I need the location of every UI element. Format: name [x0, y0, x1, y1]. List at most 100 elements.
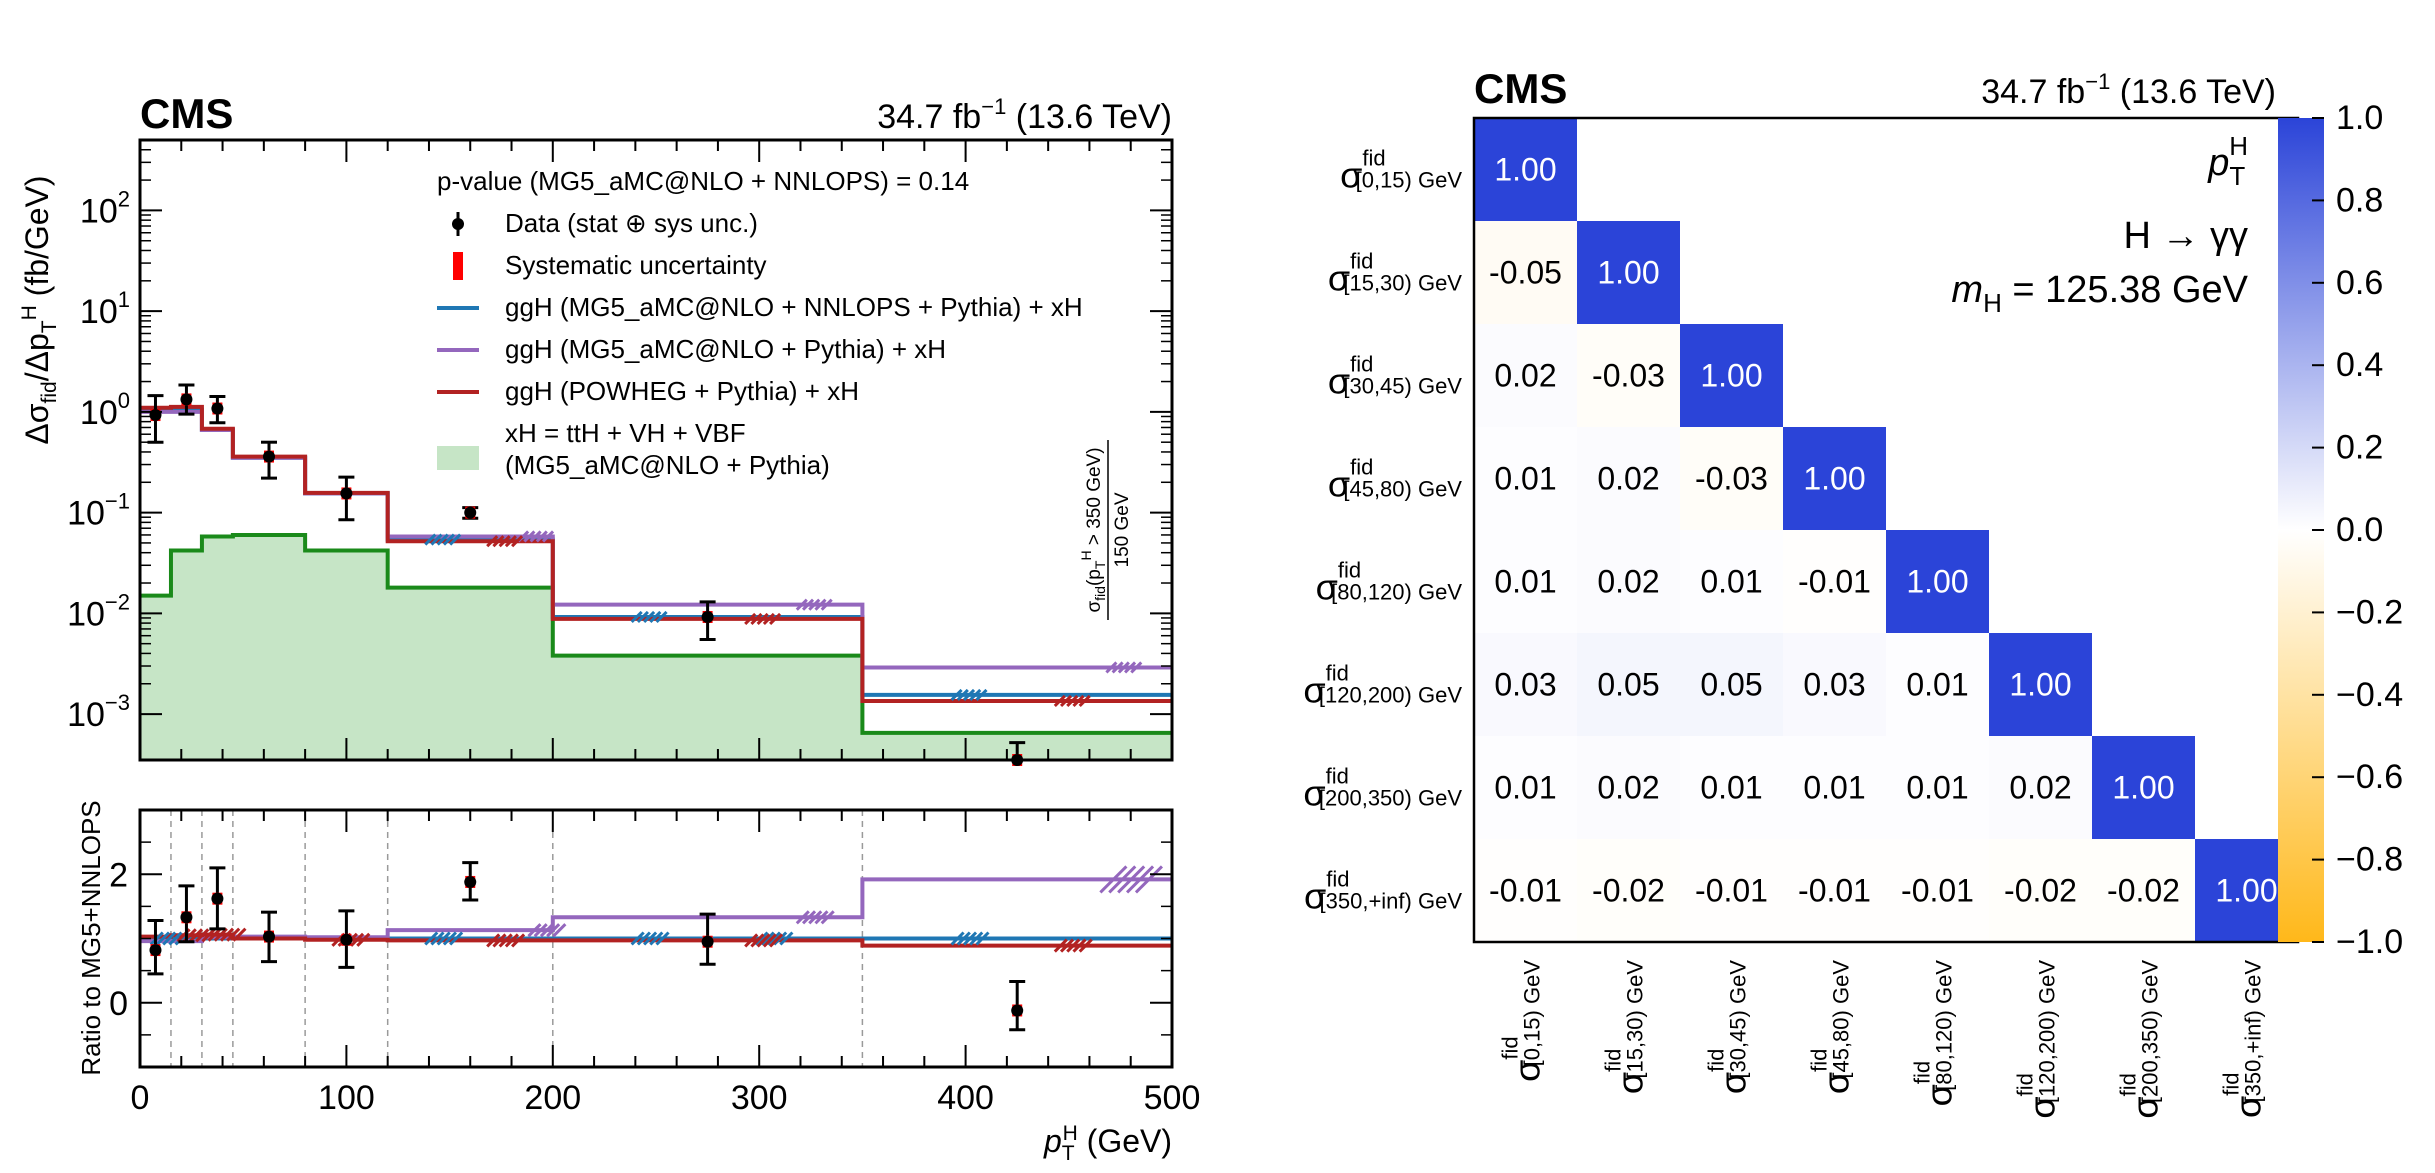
x-tick-label: 300 [731, 1079, 788, 1117]
cell-value: 1.00 [2112, 770, 2174, 806]
matrix-cell: 0.02 [1577, 736, 1680, 839]
data-point [261, 440, 277, 480]
cell-value: 0.03 [1803, 667, 1865, 703]
row-label: σfid [80,120) GeV [1316, 558, 1463, 608]
uncertainty-hatch [486, 933, 526, 948]
column-label: σfid[0,15) GeV [1498, 960, 1548, 1082]
ratio-data-point [1009, 980, 1026, 1032]
uncertainty-hatch [517, 530, 555, 543]
cell-fill [1577, 530, 1680, 633]
uncertainty-hatch [486, 535, 524, 548]
data-marker [180, 393, 193, 406]
uncertainty-hatch [424, 533, 462, 546]
matrix-cell: 1.00 [1783, 427, 1886, 530]
matrix-cell: 0.02 [1577, 530, 1680, 633]
plot-frame [138, 138, 1174, 762]
row-labels: σfid [0,15) GeV σfid [15,30) GeV σfid [30,45)… [1303, 146, 1462, 917]
legend-label: ggH (MG5_aMC@NLO + NNLOPS + Pythia) + xH [505, 292, 1083, 322]
cell-value: 0.02 [1597, 770, 1659, 806]
cell-fill [1680, 324, 1783, 427]
matrix-cell: 1.00 [1680, 324, 1783, 427]
cell-value: 0.01 [1906, 667, 1968, 703]
colorbar-tick-label: −1.0 [2336, 923, 2403, 961]
cms-label: CMS [1474, 65, 1567, 112]
cell-fill [1886, 736, 1989, 839]
colorbar-tick-label: −0.6 [2336, 758, 2403, 796]
ratio-y-axis-label: Ratio to MG5+NNLOPS [76, 800, 106, 1075]
matrix-cell: -0.01 [1886, 839, 1989, 942]
matrix-cell: 0.02 [1577, 427, 1680, 530]
column-label: σfid[350,+inf) GeV [2219, 960, 2269, 1118]
ratio-data-point [209, 866, 226, 931]
row-label: σfid [200,350) GeV [1303, 764, 1462, 814]
uncertainty-hatch [795, 910, 835, 925]
colorbar-tick-label: 0.8 [2336, 181, 2383, 219]
colorbar-tick-label: −0.2 [2336, 593, 2403, 631]
cell-value: 0.02 [1597, 564, 1659, 600]
column-label: σfid[80,120) GeV [1910, 960, 1960, 1107]
legend-entry: ggH (MG5_aMC@NLO + NNLOPS + Pythia) + xH [437, 292, 1083, 322]
data-marker [263, 450, 275, 463]
cell-value: -0.03 [1592, 358, 1665, 394]
matrix-cell: 0.01 [1680, 530, 1783, 633]
uncertainty-hatch [950, 688, 988, 701]
matrix-cell: 1.00 [1886, 530, 1989, 633]
column-label-text: σfid[200,350) GeV [2116, 960, 2166, 1119]
cell-value: 0.01 [1494, 461, 1556, 497]
cell-fill [1474, 118, 1577, 221]
cell-value: 1.00 [1494, 152, 1556, 188]
overflow-fraction: σfid(pTH > 350 GeV) 150 GeV [1078, 440, 1133, 620]
cell-value: 1.00 [1803, 461, 1865, 497]
legend-entry: Systematic uncertainty [453, 250, 767, 280]
uncertainty-hatch [207, 927, 247, 942]
cell-value: -0.01 [1489, 873, 1562, 909]
cell-fill [1474, 427, 1577, 530]
data-point [699, 600, 716, 641]
row-label: σfid [0,15) GeV [1340, 146, 1462, 196]
cell-fill [1577, 221, 1680, 324]
matrix-cell: 1.00 [1474, 118, 1577, 221]
colorbar-tick-label: 0.2 [2336, 429, 2383, 467]
cell-fill [1783, 839, 1886, 942]
cell-value: 1.00 [1597, 255, 1659, 291]
legend-label: xH = ttH + VH + VBF [505, 418, 746, 448]
data-point [462, 506, 479, 520]
xh-line [140, 532, 1172, 735]
cell-fill [1577, 633, 1680, 736]
data-marker [263, 930, 275, 943]
uncertainty-hatch [744, 933, 784, 948]
ratio-panel: 0 2 0 100 200 300 400 500 pTH (GeV) Ratio to MG… [76, 800, 1200, 1165]
data-marker [340, 487, 353, 500]
matrix-cell: 0.01 [1680, 736, 1783, 839]
matrix-cell: 0.01 [1474, 427, 1577, 530]
spectrum-main-panel: CMS 34.7 fb−1 (13.6 TeV) 102 101 100 10−1 10… [18, 90, 1174, 766]
cell-value: -0.03 [1695, 461, 1768, 497]
matrix-cell: -0.01 [1783, 839, 1886, 942]
y-axis-label-text: Δσfid/ΔpTH (fb/GeV) [18, 175, 61, 444]
uncertainty-hatch [630, 931, 670, 946]
overflow-denominator: 150 GeV [1112, 492, 1133, 567]
matrix-cell: 0.01 [1474, 736, 1577, 839]
data-marker [149, 409, 162, 422]
uncertainty-hatch [1105, 661, 1143, 674]
x-tick-label: 0 [131, 1079, 150, 1117]
ratio-data-point [338, 909, 355, 969]
data-point [338, 475, 355, 522]
luminosity-label: 34.7 fb−1 (13.6 TeV) [877, 94, 1172, 136]
matrix-cell: -0.03 [1577, 324, 1680, 427]
uncertainty-hatch [1053, 938, 1093, 953]
cell-value: -0.05 [1489, 255, 1562, 291]
matrix-cell: 0.01 [1783, 736, 1886, 839]
colorbar-tick-label: −0.4 [2336, 676, 2403, 714]
matrix-cell: 0.05 [1577, 633, 1680, 736]
colorbar-tick-label: 0.0 [2336, 511, 2383, 549]
cell-value: 0.05 [1597, 667, 1659, 703]
uncertainty-hatch [630, 610, 668, 624]
cell-fill [1680, 736, 1783, 839]
cell-value: -0.02 [1592, 873, 1665, 909]
cell-value: 0.02 [2009, 770, 2071, 806]
y-tick-label: 10−2 [67, 589, 130, 633]
xh-fill-area [140, 534, 1172, 760]
cell-fill [1577, 324, 1680, 427]
cell-fill [1886, 530, 1989, 633]
